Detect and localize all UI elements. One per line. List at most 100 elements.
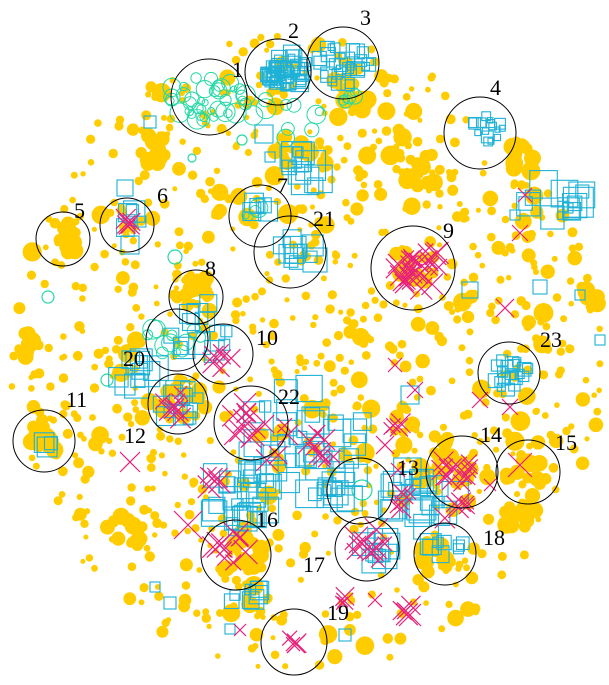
green-ring [209, 112, 219, 122]
yellow-dot [501, 413, 510, 422]
blue-square [256, 473, 282, 500]
blue-square [351, 532, 376, 557]
yellow-dot [284, 297, 290, 303]
yellow-dot [368, 424, 378, 434]
yellow-dot [106, 437, 113, 445]
yellow-dot [149, 448, 158, 457]
pink-cross [462, 458, 479, 475]
yellow-dot [402, 93, 411, 101]
pink-cross [236, 402, 257, 424]
yellow-dot [270, 635, 276, 641]
circle-label: 16 [256, 507, 278, 532]
pink-cross [312, 447, 332, 466]
blue-square [488, 121, 497, 131]
yellow-dot [568, 244, 577, 253]
blue-square [455, 536, 470, 551]
yellow-dot [139, 504, 150, 515]
yellow-dot [111, 531, 126, 546]
blue-square [125, 204, 139, 218]
yellow-dot [219, 368, 226, 375]
blue-square [231, 505, 258, 532]
yellow-dot [174, 227, 184, 237]
yellow-dot [231, 575, 241, 585]
yellow-dot [488, 302, 496, 311]
green-ring [223, 108, 233, 119]
yellow-dot [231, 55, 241, 65]
blue-square [532, 279, 548, 295]
circle-label: 15 [555, 430, 577, 455]
blue-square [297, 57, 312, 72]
yellow-dot [89, 383, 100, 393]
yellow-dot [470, 289, 478, 297]
yellow-dot [100, 519, 115, 535]
pink-cross [517, 187, 533, 203]
yellow-dot [542, 322, 551, 331]
yellow-dot [574, 242, 584, 251]
yellow-dot [337, 134, 344, 142]
yellow-dot [114, 285, 122, 293]
highlight-circle [334, 516, 400, 582]
yellow-dot [219, 411, 231, 423]
yellow-dot [516, 180, 527, 190]
yellow-dot [314, 660, 325, 670]
pink-cross [394, 273, 415, 294]
yellow-dot [396, 401, 409, 414]
yellow-dot [79, 295, 86, 302]
blue-square [485, 118, 496, 129]
yellow-dot [338, 309, 344, 315]
yellow-dot [412, 426, 420, 434]
yellow-dot [150, 485, 156, 492]
blue-square [406, 490, 437, 521]
yellow-dot [359, 315, 367, 323]
circle-label: 22 [278, 384, 300, 409]
yellow-dot [162, 470, 168, 477]
yellow-dot [268, 358, 275, 365]
yellow-dot [83, 534, 89, 540]
yellow-dot [281, 274, 290, 283]
yellow-dot [235, 199, 240, 205]
yellow-dot [312, 314, 319, 321]
yellow-dot [270, 614, 278, 621]
blue-square [287, 161, 312, 185]
pink-cross [317, 454, 331, 468]
yellow-dot [249, 627, 264, 642]
green-ring [100, 373, 114, 387]
yellow-dot [441, 91, 450, 101]
yellow-dot [325, 550, 331, 556]
yellow-dot [357, 521, 364, 528]
pink-cross [357, 538, 379, 560]
yellow-dot [311, 530, 319, 538]
pink-cross [450, 492, 472, 513]
yellow-dot [593, 407, 602, 416]
yellow-dot [497, 570, 507, 580]
yellow-dot [465, 571, 479, 585]
yellow-dot [192, 372, 200, 380]
yellow-dot [72, 452, 79, 459]
pink-cross [119, 451, 141, 473]
yellow-dot [396, 461, 405, 470]
yellow-dot [487, 232, 496, 242]
yellow-dot [393, 128, 412, 147]
yellow-dot [510, 179, 519, 188]
green-ring [171, 347, 181, 357]
highlight-circle [253, 215, 327, 289]
yellow-dot [568, 300, 574, 307]
yellow-dot [154, 131, 170, 147]
blue-square [304, 407, 321, 423]
yellow-dot [469, 242, 477, 251]
yellow-dot [436, 242, 443, 248]
yellow-dot [347, 262, 354, 269]
yellow-dot [179, 558, 193, 572]
yellow-dot [258, 287, 266, 296]
yellow-dot [264, 166, 284, 186]
blue-square [487, 137, 495, 145]
blue-square [361, 57, 377, 72]
yellow-dot [350, 371, 368, 389]
blue-square [307, 177, 324, 194]
green-ring [236, 134, 248, 146]
blue-square [338, 52, 346, 60]
blue-square [452, 543, 465, 555]
yellow-dot [321, 610, 330, 618]
yellow-dot [273, 32, 281, 40]
yellow-dot [416, 431, 424, 439]
